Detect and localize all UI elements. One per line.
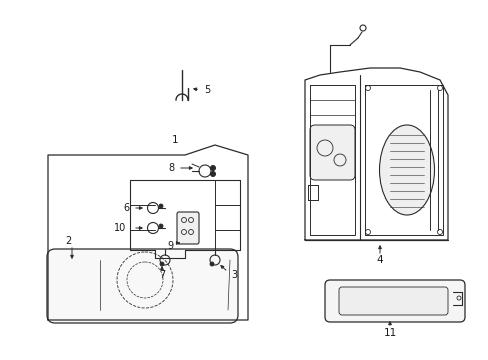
Text: 4: 4: [376, 255, 383, 265]
Text: 6: 6: [122, 203, 129, 213]
Circle shape: [209, 262, 214, 266]
Text: 9: 9: [166, 241, 173, 251]
Text: 11: 11: [383, 328, 396, 338]
Text: 3: 3: [230, 270, 237, 280]
Circle shape: [159, 224, 163, 228]
FancyBboxPatch shape: [338, 287, 447, 315]
Text: 2: 2: [65, 236, 71, 246]
Circle shape: [160, 262, 163, 266]
FancyBboxPatch shape: [309, 125, 354, 180]
Circle shape: [210, 166, 215, 171]
Text: 5: 5: [203, 85, 210, 95]
Circle shape: [159, 204, 163, 208]
FancyBboxPatch shape: [325, 280, 464, 322]
Text: 8: 8: [167, 163, 174, 173]
FancyBboxPatch shape: [47, 249, 238, 323]
Circle shape: [210, 171, 215, 176]
FancyBboxPatch shape: [177, 212, 199, 244]
Text: 1: 1: [171, 135, 178, 145]
Ellipse shape: [379, 125, 434, 215]
Text: 10: 10: [114, 223, 126, 233]
Text: 7: 7: [159, 270, 165, 280]
